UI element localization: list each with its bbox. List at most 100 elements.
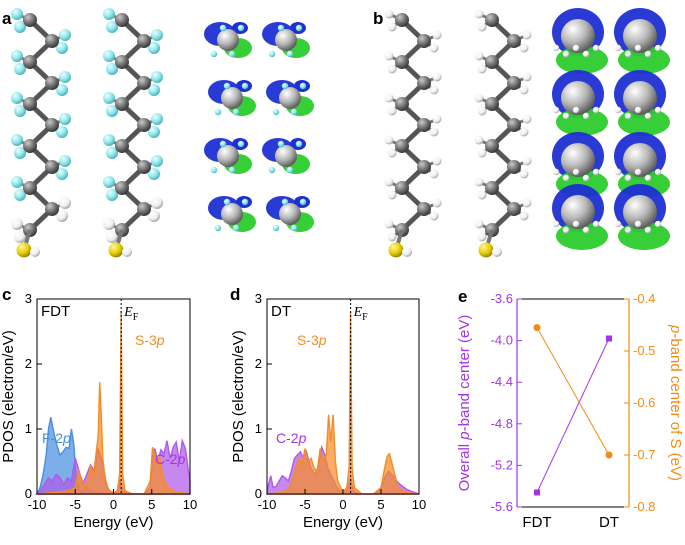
- fdt-charge-small-atom: [232, 224, 240, 232]
- dt-molecule-carbon-atom: [485, 181, 499, 195]
- fdt-charge-small-atom: [241, 82, 249, 90]
- dt-molecule-substituent-atom: [432, 156, 442, 166]
- fdt-molecule-substituent-atom: [106, 189, 118, 201]
- dt-atom-sphere: [561, 19, 595, 53]
- fdt-molecule-substituent-atom: [14, 231, 26, 243]
- dt-small-atom: [582, 112, 590, 120]
- dt-small-atom: [634, 168, 642, 176]
- dt-molecule-substituent-atom: [384, 9, 394, 19]
- y-tick-label: 0: [255, 486, 262, 501]
- fdt-charge-small-atom: [286, 50, 294, 58]
- fdt-charge-small-atom: [290, 224, 298, 232]
- left-tick-label: -4.4: [491, 374, 513, 389]
- dt-small-atom: [614, 220, 622, 228]
- dt-molecule-substituent-atom: [519, 169, 529, 179]
- dt-molecule-substituent-atom: [429, 211, 439, 221]
- right-tick-label: -0.4: [633, 291, 655, 306]
- dt-molecule-carbon-atom: [507, 160, 521, 174]
- dt-small-atom: [644, 50, 652, 58]
- dt-molecule-substituent-atom: [474, 219, 484, 229]
- sample-label: FDT: [41, 303, 70, 320]
- dt-small-atom: [614, 44, 622, 52]
- fdt-molecule-carbon-atom: [115, 13, 129, 27]
- fdt-charge-small-atom: [281, 82, 289, 90]
- dt-small-atom: [552, 44, 560, 52]
- band-center-chart: -5.6 -5.2 -4.8 -4.4 -4.0 -3.6 -0.8 -0.7 -0.6 -0.5…: [456, 291, 684, 531]
- fdt-charge-small-atom: [286, 166, 294, 174]
- fdt-molecule-substituent-atom: [106, 63, 118, 75]
- dt-molecule-substituent-atom: [384, 135, 394, 145]
- fdt-molecule-carbon-atom: [137, 202, 151, 216]
- dt-molecule-carbon-atom: [485, 97, 499, 111]
- dt-small-atom: [572, 44, 580, 52]
- fdt-charge-small-atom: [272, 108, 280, 116]
- series-annotation: C-2p: [155, 451, 186, 467]
- dt-molecule-carbon-atom: [507, 76, 521, 90]
- series-annotation: S-3p: [135, 332, 165, 348]
- dt-small-atom: [562, 112, 570, 120]
- fdt-molecule-carbon-atom: [23, 97, 37, 111]
- dt-small-atom: [634, 220, 642, 228]
- plot-frame: [266, 298, 420, 495]
- dt-molecule-substituent-atom: [429, 85, 439, 95]
- fdt-charge-small-atom: [277, 140, 285, 148]
- fdt-molecule-carbon-atom: [137, 34, 151, 48]
- fdt-molecule-substituent-atom: [11, 8, 23, 20]
- dt-small-atom: [654, 220, 662, 228]
- fdt-molecule-substituent-atom: [151, 29, 163, 41]
- dt-small-atom: [552, 220, 560, 228]
- fdt-charge-small-atom: [210, 166, 218, 174]
- left-tick-label: -4.8: [491, 416, 513, 431]
- dt-small-atom: [552, 168, 560, 176]
- fdt-molecule-substituent-atom: [59, 155, 71, 167]
- fdt-molecule-substituent-atom: [151, 113, 163, 125]
- dt-small-atom: [624, 112, 632, 120]
- dt-molecule-substituent-atom: [432, 114, 442, 124]
- fdt-molecule-substituent-atom: [106, 231, 118, 243]
- fdt-molecule-substituent-atom: [103, 176, 115, 188]
- dt-small-atom: [552, 106, 560, 114]
- fdt-molecule-carbon-atom: [115, 181, 129, 195]
- dt-small-atom: [582, 174, 590, 182]
- dt-small-atom: [644, 174, 652, 182]
- dt-molecule-substituent-atom: [384, 177, 394, 187]
- dt-small-atom: [644, 226, 652, 234]
- y-axis-label: PDOS (electron/eV): [230, 330, 247, 463]
- dt-molecule-carbon-atom: [485, 13, 499, 27]
- dt-molecule-substituent-atom: [387, 106, 397, 116]
- dt-molecule-carbon-atom: [485, 139, 499, 153]
- y-axis-label: PDOS (electron/eV): [0, 330, 17, 463]
- dt-molecule-substituent-atom: [432, 30, 442, 40]
- series-right-point: [605, 451, 613, 459]
- fdt-molecule-substituent-atom: [56, 42, 68, 54]
- dt-small-atom: [592, 44, 600, 52]
- dt-molecule-substituent-atom: [432, 198, 442, 208]
- dt-small-atom: [614, 168, 622, 176]
- fdt-molecule-substituent-atom: [148, 126, 160, 138]
- fdt-molecule-substituent-atom: [14, 189, 26, 201]
- fdt-molecule-substituent-atom: [103, 134, 115, 146]
- x-tick-label: 0: [339, 497, 346, 512]
- dt-small-atom: [654, 44, 662, 52]
- fdt-molecule-substituent-atom: [103, 218, 115, 230]
- dt-small-atom: [654, 168, 662, 176]
- dt-molecule-carbon-atom: [507, 202, 521, 216]
- fdt-charge-small-atom: [295, 24, 303, 32]
- y-tick-label: 3: [25, 291, 32, 306]
- x-category-label: FDT: [522, 514, 551, 531]
- x-tick-label: -5: [299, 497, 311, 512]
- dt-molecule-carbon-atom: [395, 139, 409, 153]
- dt-atom-sphere: [623, 19, 657, 53]
- fdt-molecule-substituent-atom: [103, 50, 115, 62]
- right-tick-label: -0.5: [633, 343, 655, 358]
- fdt-molecule-substituent-atom: [106, 105, 118, 117]
- dt-molecule-substituent-atom: [432, 72, 442, 82]
- dt-molecule-substituent-atom: [387, 148, 397, 158]
- panel-label-a: a: [2, 9, 12, 28]
- fdt-charge-small-atom: [232, 108, 240, 116]
- series-s-3p-area: [36, 310, 191, 495]
- fdt-charge-small-atom: [237, 24, 245, 32]
- dt-small-atom: [634, 106, 642, 114]
- fdt-molecule-substituent-atom: [14, 63, 26, 75]
